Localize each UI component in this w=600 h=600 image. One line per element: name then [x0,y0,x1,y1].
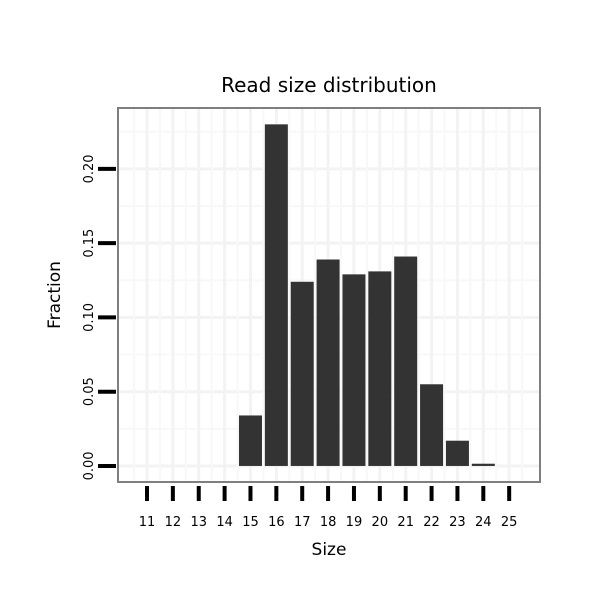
bar-16 [264,124,288,466]
bar-22 [420,384,444,466]
x-tick-label: 24 [475,515,492,530]
x-tick-label: 14 [216,515,233,530]
x-tick-label: 19 [346,515,363,530]
bar-18 [316,259,340,466]
x-tick-label: 20 [372,515,389,530]
y-tick-label: 0.20 [82,154,97,183]
bar-21 [394,256,418,466]
x-tick-label: 16 [268,515,285,530]
x-tick-label: 25 [501,515,518,530]
y-tick-label: 0.00 [82,451,97,480]
x-tick-label: 23 [449,515,466,530]
x-tick-label: 11 [139,515,156,530]
bar-23 [445,440,469,466]
bar-17 [290,281,314,466]
bar-15 [238,415,262,466]
bar-20 [368,271,392,466]
plot-panel-border [117,107,541,483]
y-tick-label: 0.05 [82,377,97,406]
chart-title: Read size distribution [221,73,437,97]
x-tick-label: 15 [242,515,259,530]
x-tick-label: 21 [397,515,414,530]
x-tick-label: 18 [320,515,337,530]
x-tick-label: 13 [190,515,207,530]
bar-24 [471,463,495,466]
y-axis-label: Fraction [45,261,65,329]
x-tick-label: 12 [165,515,182,530]
x-tick-label: 17 [294,515,311,530]
bar-19 [342,274,366,466]
y-tick-label: 0.10 [82,303,97,332]
x-tick-label: 22 [423,515,440,530]
x-axis-label: Size [312,540,347,560]
y-tick-label: 0.15 [82,229,97,258]
